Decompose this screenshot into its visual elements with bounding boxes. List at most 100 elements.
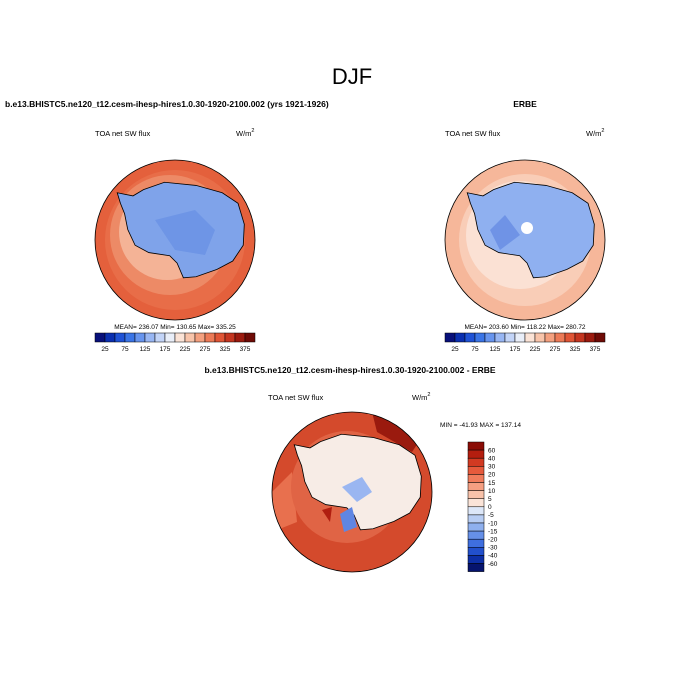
colorbar-box bbox=[467, 441, 485, 451]
colorbar-box bbox=[164, 332, 176, 343]
colorbar-label: 275 bbox=[550, 346, 561, 353]
colorbar-label: -20 bbox=[488, 537, 498, 544]
colorbar-box bbox=[244, 332, 256, 343]
colorbar-box bbox=[484, 332, 496, 343]
colorbar-box bbox=[467, 490, 485, 499]
figure-title: DJF bbox=[332, 64, 372, 89]
colorbar-box bbox=[554, 332, 566, 343]
colorbar-label: 375 bbox=[240, 346, 251, 353]
colorbar-box bbox=[194, 332, 206, 343]
colorbar-label: 20 bbox=[488, 472, 496, 479]
colorbar-box bbox=[474, 332, 486, 343]
colorbar-box bbox=[464, 332, 476, 343]
colorbar-label: 25 bbox=[451, 346, 459, 353]
units-power: 2 bbox=[251, 128, 254, 134]
colorbar-label: 60 bbox=[488, 447, 496, 454]
colorbar-label: -60 bbox=[488, 561, 498, 568]
map bbox=[94, 159, 256, 321]
panel-title: ERBE bbox=[513, 99, 537, 109]
colorbar-box bbox=[154, 332, 166, 343]
colorbar-label: 325 bbox=[220, 346, 231, 353]
colorbar-label: 15 bbox=[488, 480, 496, 487]
colorbar-box bbox=[584, 332, 596, 343]
colorbar-label: -10 bbox=[488, 520, 498, 527]
colorbar-box bbox=[544, 332, 556, 343]
stats: MEAN= 236.07 Min= 130.65 Max= 335.25 bbox=[114, 324, 236, 331]
units-power: 2 bbox=[601, 128, 604, 134]
colorbar-label: 75 bbox=[471, 346, 479, 353]
colorbar-box bbox=[214, 332, 226, 343]
colorbar-box bbox=[467, 547, 485, 556]
colorbar-label: -5 bbox=[488, 512, 494, 519]
left-label: TOA net SW flux bbox=[95, 129, 151, 138]
colorbar-label: 0 bbox=[488, 504, 492, 511]
map bbox=[444, 159, 606, 321]
colorbar-label: 175 bbox=[160, 346, 171, 353]
colorbar-box bbox=[564, 332, 576, 343]
colorbar-box bbox=[174, 332, 186, 343]
colorbar-box bbox=[467, 474, 485, 483]
panel-title: b.e13.BHISTC5.ne120_t12.cesm-ihesp-hires… bbox=[5, 99, 329, 109]
colorbar-label: 225 bbox=[530, 346, 541, 353]
units: W/m2 bbox=[236, 128, 254, 138]
colorbar-box bbox=[467, 555, 485, 564]
colorbar-box bbox=[467, 563, 485, 572]
map bbox=[271, 411, 433, 573]
colorbar-box bbox=[144, 332, 156, 343]
units-base: W/m bbox=[586, 129, 601, 138]
colorbar-box bbox=[467, 522, 485, 532]
colorbar-label: 225 bbox=[180, 346, 191, 353]
left-label: TOA net SW flux bbox=[445, 129, 501, 138]
colorbar-label: -15 bbox=[488, 528, 498, 535]
colorbar-box bbox=[467, 538, 485, 548]
colorbar-label: 375 bbox=[590, 346, 601, 353]
units-base: W/m bbox=[236, 129, 251, 138]
colorbar-box bbox=[467, 506, 485, 516]
colorbar-label: 275 bbox=[200, 346, 211, 353]
stats: MEAN= 203.60 Min= 118.22 Max= 280.72 bbox=[464, 324, 585, 331]
colorbar-label: -40 bbox=[488, 553, 498, 560]
colorbar-label: 175 bbox=[510, 346, 521, 353]
units: W/m2 bbox=[412, 392, 430, 402]
colorbar-box bbox=[444, 332, 456, 343]
colorbar-box bbox=[467, 466, 485, 475]
colorbar-box bbox=[494, 332, 506, 343]
colorbar-label: 75 bbox=[121, 346, 129, 353]
colorbar-box bbox=[594, 332, 606, 343]
colorbar-box bbox=[534, 332, 546, 343]
colorbar-label: 10 bbox=[488, 488, 496, 495]
colorbar-box bbox=[94, 332, 106, 343]
colorbar-label: 40 bbox=[488, 456, 496, 463]
colorbar-label: 125 bbox=[140, 346, 151, 353]
colorbar-box bbox=[114, 332, 126, 343]
colorbar-label: 25 bbox=[101, 346, 109, 353]
colorbar-label: 125 bbox=[490, 346, 501, 353]
colorbar-box bbox=[467, 449, 485, 459]
colorbar-box bbox=[104, 332, 116, 343]
stats: MIN = -41.93 MAX = 137.14 bbox=[440, 422, 521, 429]
colorbar-box bbox=[234, 332, 246, 343]
colorbar-box bbox=[504, 332, 516, 343]
colorbar-box bbox=[467, 530, 485, 540]
colorbar-label: -30 bbox=[488, 545, 498, 552]
colorbar-label: 5 bbox=[488, 496, 492, 503]
colorbar-box bbox=[224, 332, 236, 343]
colorbar-box bbox=[467, 457, 485, 467]
colorbar-box bbox=[524, 332, 536, 343]
colorbar-box bbox=[134, 332, 146, 343]
colorbar-box bbox=[124, 332, 136, 343]
left-label: TOA net SW flux bbox=[268, 393, 324, 402]
units-power: 2 bbox=[427, 392, 430, 398]
colorbar-box bbox=[467, 498, 485, 508]
colorbar-box bbox=[184, 332, 196, 343]
colorbar-box bbox=[454, 332, 466, 343]
colorbar-box bbox=[467, 514, 485, 524]
colorbar-box bbox=[204, 332, 216, 343]
units: W/m2 bbox=[586, 128, 604, 138]
colorbar-box bbox=[514, 332, 526, 343]
panel-title: b.e13.BHISTC5.ne120_t12.cesm-ihesp-hires… bbox=[204, 365, 495, 375]
colorbar-box bbox=[574, 332, 586, 343]
colorbar-label: 325 bbox=[570, 346, 581, 353]
colorbar-box bbox=[467, 482, 485, 491]
